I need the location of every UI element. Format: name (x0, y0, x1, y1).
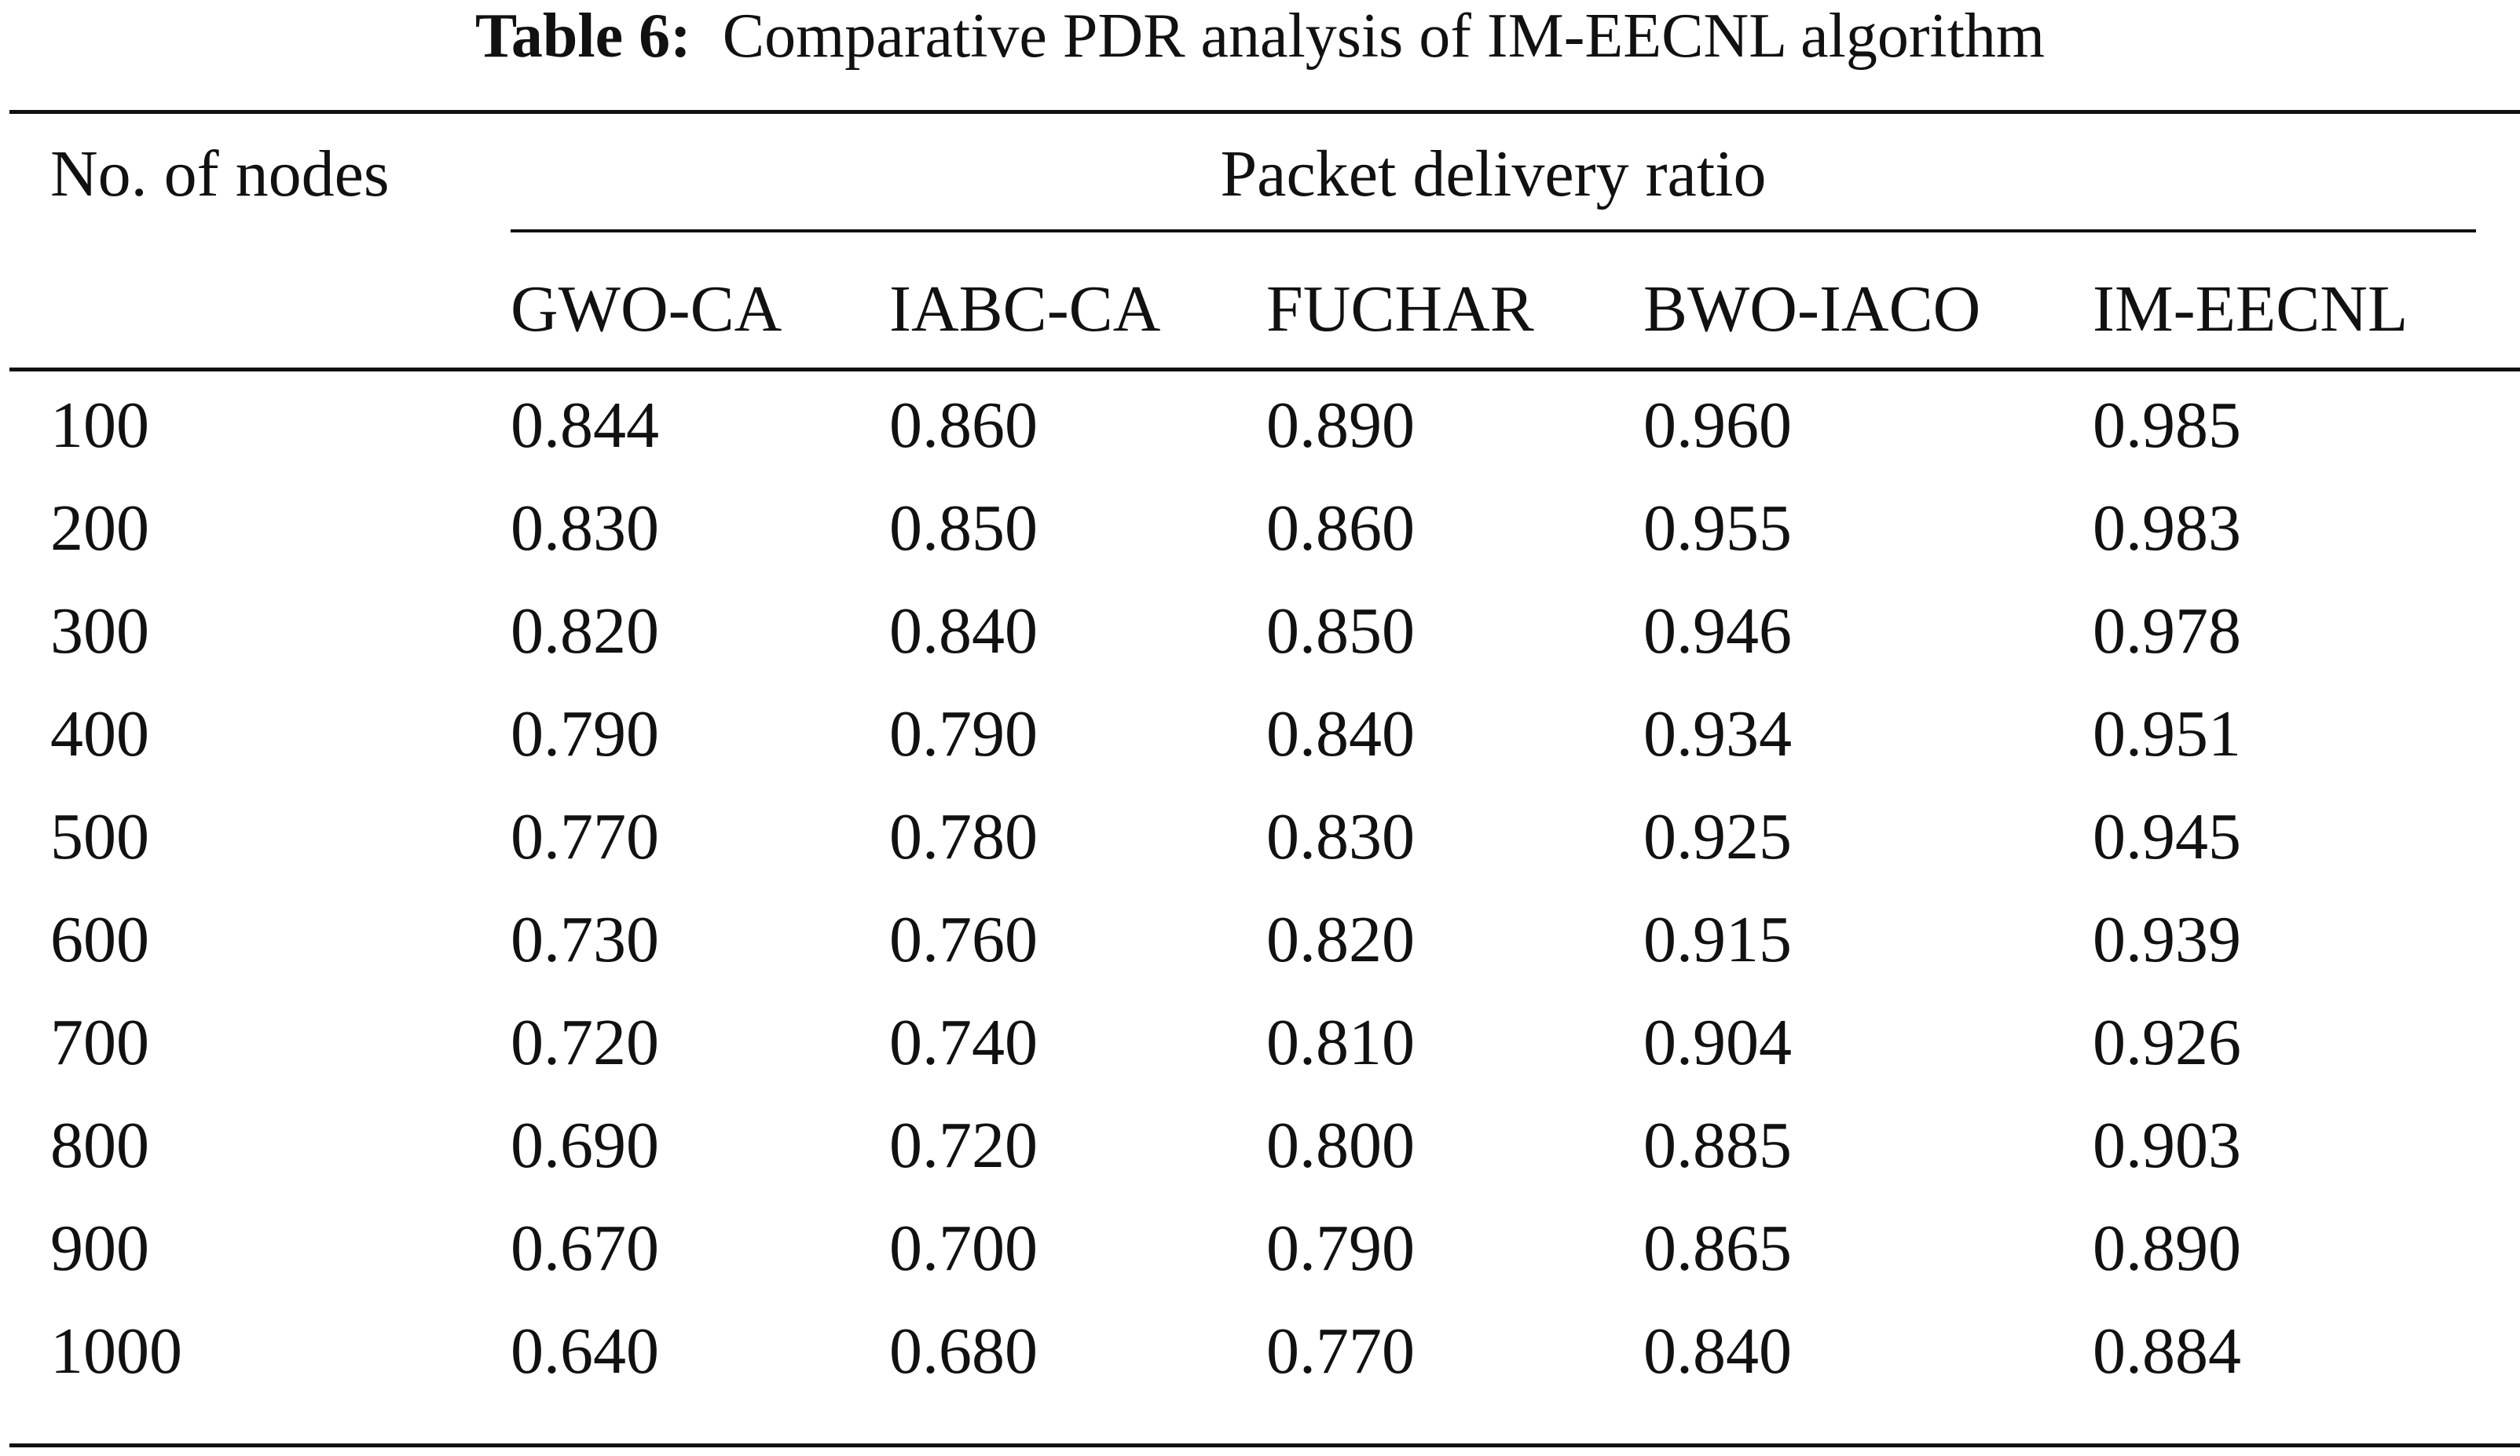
table-cell: 0.860 (1266, 492, 1415, 565)
table-cell: 0.800 (1266, 1109, 1415, 1182)
table-row-label: 900 (50, 1212, 149, 1285)
table-cell: 0.926 (2093, 1006, 2241, 1079)
table-cell: 0.820 (1266, 903, 1415, 976)
header-col-bwo-iaco: BWO-IACO (1643, 273, 1981, 346)
table-cell: 0.820 (511, 594, 659, 668)
table-cell: 0.983 (2093, 492, 2241, 565)
table-cell: 0.720 (889, 1109, 1038, 1182)
table-cell: 0.730 (511, 903, 659, 976)
table-cell: 0.840 (889, 594, 1038, 668)
table-cell: 0.680 (889, 1315, 1038, 1388)
table-cell: 0.985 (2093, 389, 2241, 462)
table-cell: 0.960 (1643, 389, 1792, 462)
table-row-label: 500 (50, 800, 149, 873)
table-cell: 0.885 (1643, 1109, 1792, 1182)
table-cell: 0.915 (1643, 903, 1792, 976)
table-row-label: 100 (50, 389, 149, 462)
table-cell: 0.904 (1643, 1006, 1792, 1079)
table-cell: 0.890 (2093, 1212, 2241, 1285)
table-cell: 0.955 (1643, 492, 1792, 565)
table-cell: 0.939 (2093, 903, 2241, 976)
table-cell: 0.925 (1643, 800, 1792, 873)
table-cell: 0.865 (1643, 1212, 1792, 1285)
table-row-label: 800 (50, 1109, 149, 1182)
table-cell: 0.790 (511, 697, 659, 770)
table-cell: 0.760 (889, 903, 1038, 976)
table-cell: 0.946 (1643, 594, 1792, 668)
table-cell: 0.860 (889, 389, 1038, 462)
table-row-label: 700 (50, 1006, 149, 1079)
header-col-iabc-ca: IABC-CA (889, 273, 1161, 346)
table-cell: 0.770 (1266, 1315, 1415, 1388)
table-cell: 0.890 (1266, 389, 1415, 462)
table-cell: 0.790 (889, 697, 1038, 770)
table-cell: 0.670 (511, 1212, 659, 1285)
table-cell: 0.700 (889, 1212, 1038, 1285)
table-cell: 0.978 (2093, 594, 2241, 668)
table-caption-text: Comparative PDR analysis of IM-EECNL alg… (722, 2, 2046, 71)
table-cell: 0.770 (511, 800, 659, 873)
header-col-im-eecnl: IM-EECNL (2093, 273, 2408, 346)
header-group-rule (511, 229, 2476, 232)
table-cell: 0.640 (511, 1315, 659, 1388)
table-cell: 0.850 (1266, 594, 1415, 668)
table-cell: 0.934 (1643, 697, 1792, 770)
header-group-label: Packet delivery ratio (1220, 137, 1767, 210)
table-cell: 0.720 (511, 1006, 659, 1079)
table-caption: Table 6: Comparative PDR analysis of IM-… (0, 0, 2520, 72)
table-cell: 0.690 (511, 1109, 659, 1182)
table-row-label: 300 (50, 594, 149, 668)
table-cell: 0.840 (1266, 697, 1415, 770)
header-row-label: No. of nodes (50, 137, 390, 210)
table-cell: 0.830 (1266, 800, 1415, 873)
table-caption-label: Table 6: (474, 2, 691, 71)
table-cell: 0.790 (1266, 1212, 1415, 1285)
header-col-gwo-ca: GWO-CA (511, 273, 782, 346)
header-col-fuchar: FUCHAR (1266, 273, 1534, 346)
table-cell: 0.810 (1266, 1006, 1415, 1079)
header-bottom-rule (9, 368, 2520, 371)
table-cell: 0.903 (2093, 1109, 2241, 1182)
table-cell: 0.951 (2093, 697, 2241, 770)
table-top-rule (9, 110, 2520, 114)
table-cell: 0.844 (511, 389, 659, 462)
table-cell: 0.740 (889, 1006, 1038, 1079)
table-bottom-rule (9, 1443, 2520, 1447)
table-row-label: 600 (50, 903, 149, 976)
table-cell: 0.945 (2093, 800, 2241, 873)
table-row-label: 400 (50, 697, 149, 770)
table-cell: 0.884 (2093, 1315, 2241, 1388)
table-row-label: 200 (50, 492, 149, 565)
table-cell: 0.780 (889, 800, 1038, 873)
table-cell: 0.830 (511, 492, 659, 565)
table-cell: 0.840 (1643, 1315, 1792, 1388)
table-cell: 0.850 (889, 492, 1038, 565)
table-row-label: 1000 (50, 1315, 182, 1388)
